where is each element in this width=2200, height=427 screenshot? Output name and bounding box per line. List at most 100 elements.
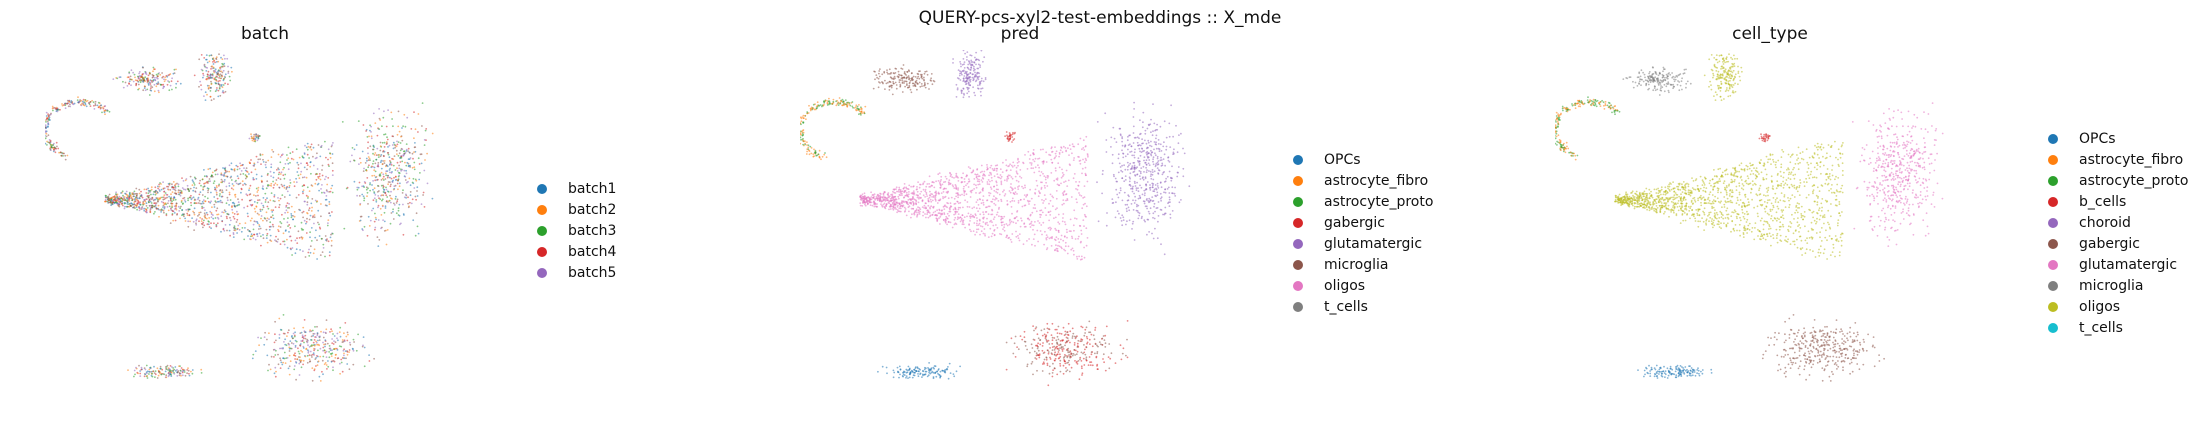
scatter-point [218,87,221,90]
scatter-point [138,188,141,191]
scatter-point [204,182,207,185]
scatter-point [85,100,88,103]
scatter-point [203,169,205,171]
scatter-point [128,203,130,206]
scatter-point [231,208,234,211]
scatter-point [331,184,334,187]
scatter-point [209,180,212,183]
scatter-point [85,105,88,108]
scatter-point [202,74,205,77]
scatter-point [236,165,239,168]
scatter-point [203,175,206,178]
scatter-point [207,189,210,192]
scatter-point [141,73,144,76]
scatter-point [107,196,109,199]
scatter-point [216,213,219,216]
scatter-point [288,207,291,209]
scatter-point [210,191,212,194]
scatter-point [47,113,49,116]
scatter-point [151,206,153,209]
scatter-point [89,101,92,103]
scatter-point [132,193,134,196]
scatter-point [146,81,149,83]
scatter-point [170,207,172,210]
scatter-point [143,203,146,205]
scatter-point [177,183,180,186]
scatter-point [177,191,180,194]
scatter-point [293,181,295,183]
scatter-point [46,120,49,123]
scatter-point [198,220,200,223]
scatter-point [241,198,244,201]
scatter-point [216,197,219,200]
scatter-point [193,202,196,205]
scatter-point [189,175,192,178]
scatter-point [198,213,201,216]
scatter-point [184,217,187,220]
scatter-point [134,76,136,79]
scatter-point [228,185,231,187]
scatter-point [214,90,217,93]
scatter-point [244,177,247,180]
scatter-point [228,223,231,226]
scatter-point [176,182,178,185]
scatter-point [211,206,213,209]
scatter-point [110,202,113,205]
scatter-point [163,206,166,208]
scatter-point [253,220,256,223]
scatter-point [69,105,72,108]
scatter-point [301,211,304,214]
scatter-point [64,102,67,105]
scatter-point [288,184,291,187]
scatter-point [142,80,144,83]
scatter-point [284,230,287,232]
scatter-point [288,235,291,238]
scatter-point [143,209,146,212]
scatter-point [250,171,253,174]
scatter-point [283,177,286,180]
scatter-point [140,206,143,209]
scatter-point [262,204,265,207]
scatter-point [161,72,163,74]
scatter-point [145,202,148,205]
scatter-point [115,193,117,195]
scatter-point [179,207,182,210]
scatter-point [328,201,331,203]
scatter-point [245,167,248,169]
scatter-point [70,101,72,104]
scatter-point [266,180,269,183]
scatter-point [194,199,197,201]
scatter-point [227,72,230,74]
scatter-point [203,185,206,188]
scatter-point [299,173,302,176]
scatter-point [171,88,173,91]
scatter-point [139,81,142,84]
scatter-point [142,77,144,80]
scatter-point [222,211,225,214]
scatter-point [239,173,242,176]
scatter-point [195,223,198,226]
scatter-point [190,201,192,204]
scatter-point [152,193,155,196]
scatter-point [256,191,259,193]
scatter-point [302,156,305,159]
scatter-point [257,189,259,192]
scatter-point [296,161,299,164]
scatter-point [300,170,303,173]
scatter-point [175,82,178,85]
scatter-point [88,103,91,106]
scatter-point [240,230,243,233]
scatter-point [153,68,155,71]
scatter-point [137,83,140,86]
scatter-point [291,254,293,256]
scatter-point [218,200,220,203]
scatter-point [331,162,334,165]
scatter-point [286,211,289,214]
scatter-point [304,144,306,147]
scatter-point [150,89,153,92]
scatter-point [155,189,157,192]
scatter-point [126,205,129,208]
scatter-point [262,219,264,222]
scatter-point [67,102,70,105]
scatter-point [318,189,320,192]
